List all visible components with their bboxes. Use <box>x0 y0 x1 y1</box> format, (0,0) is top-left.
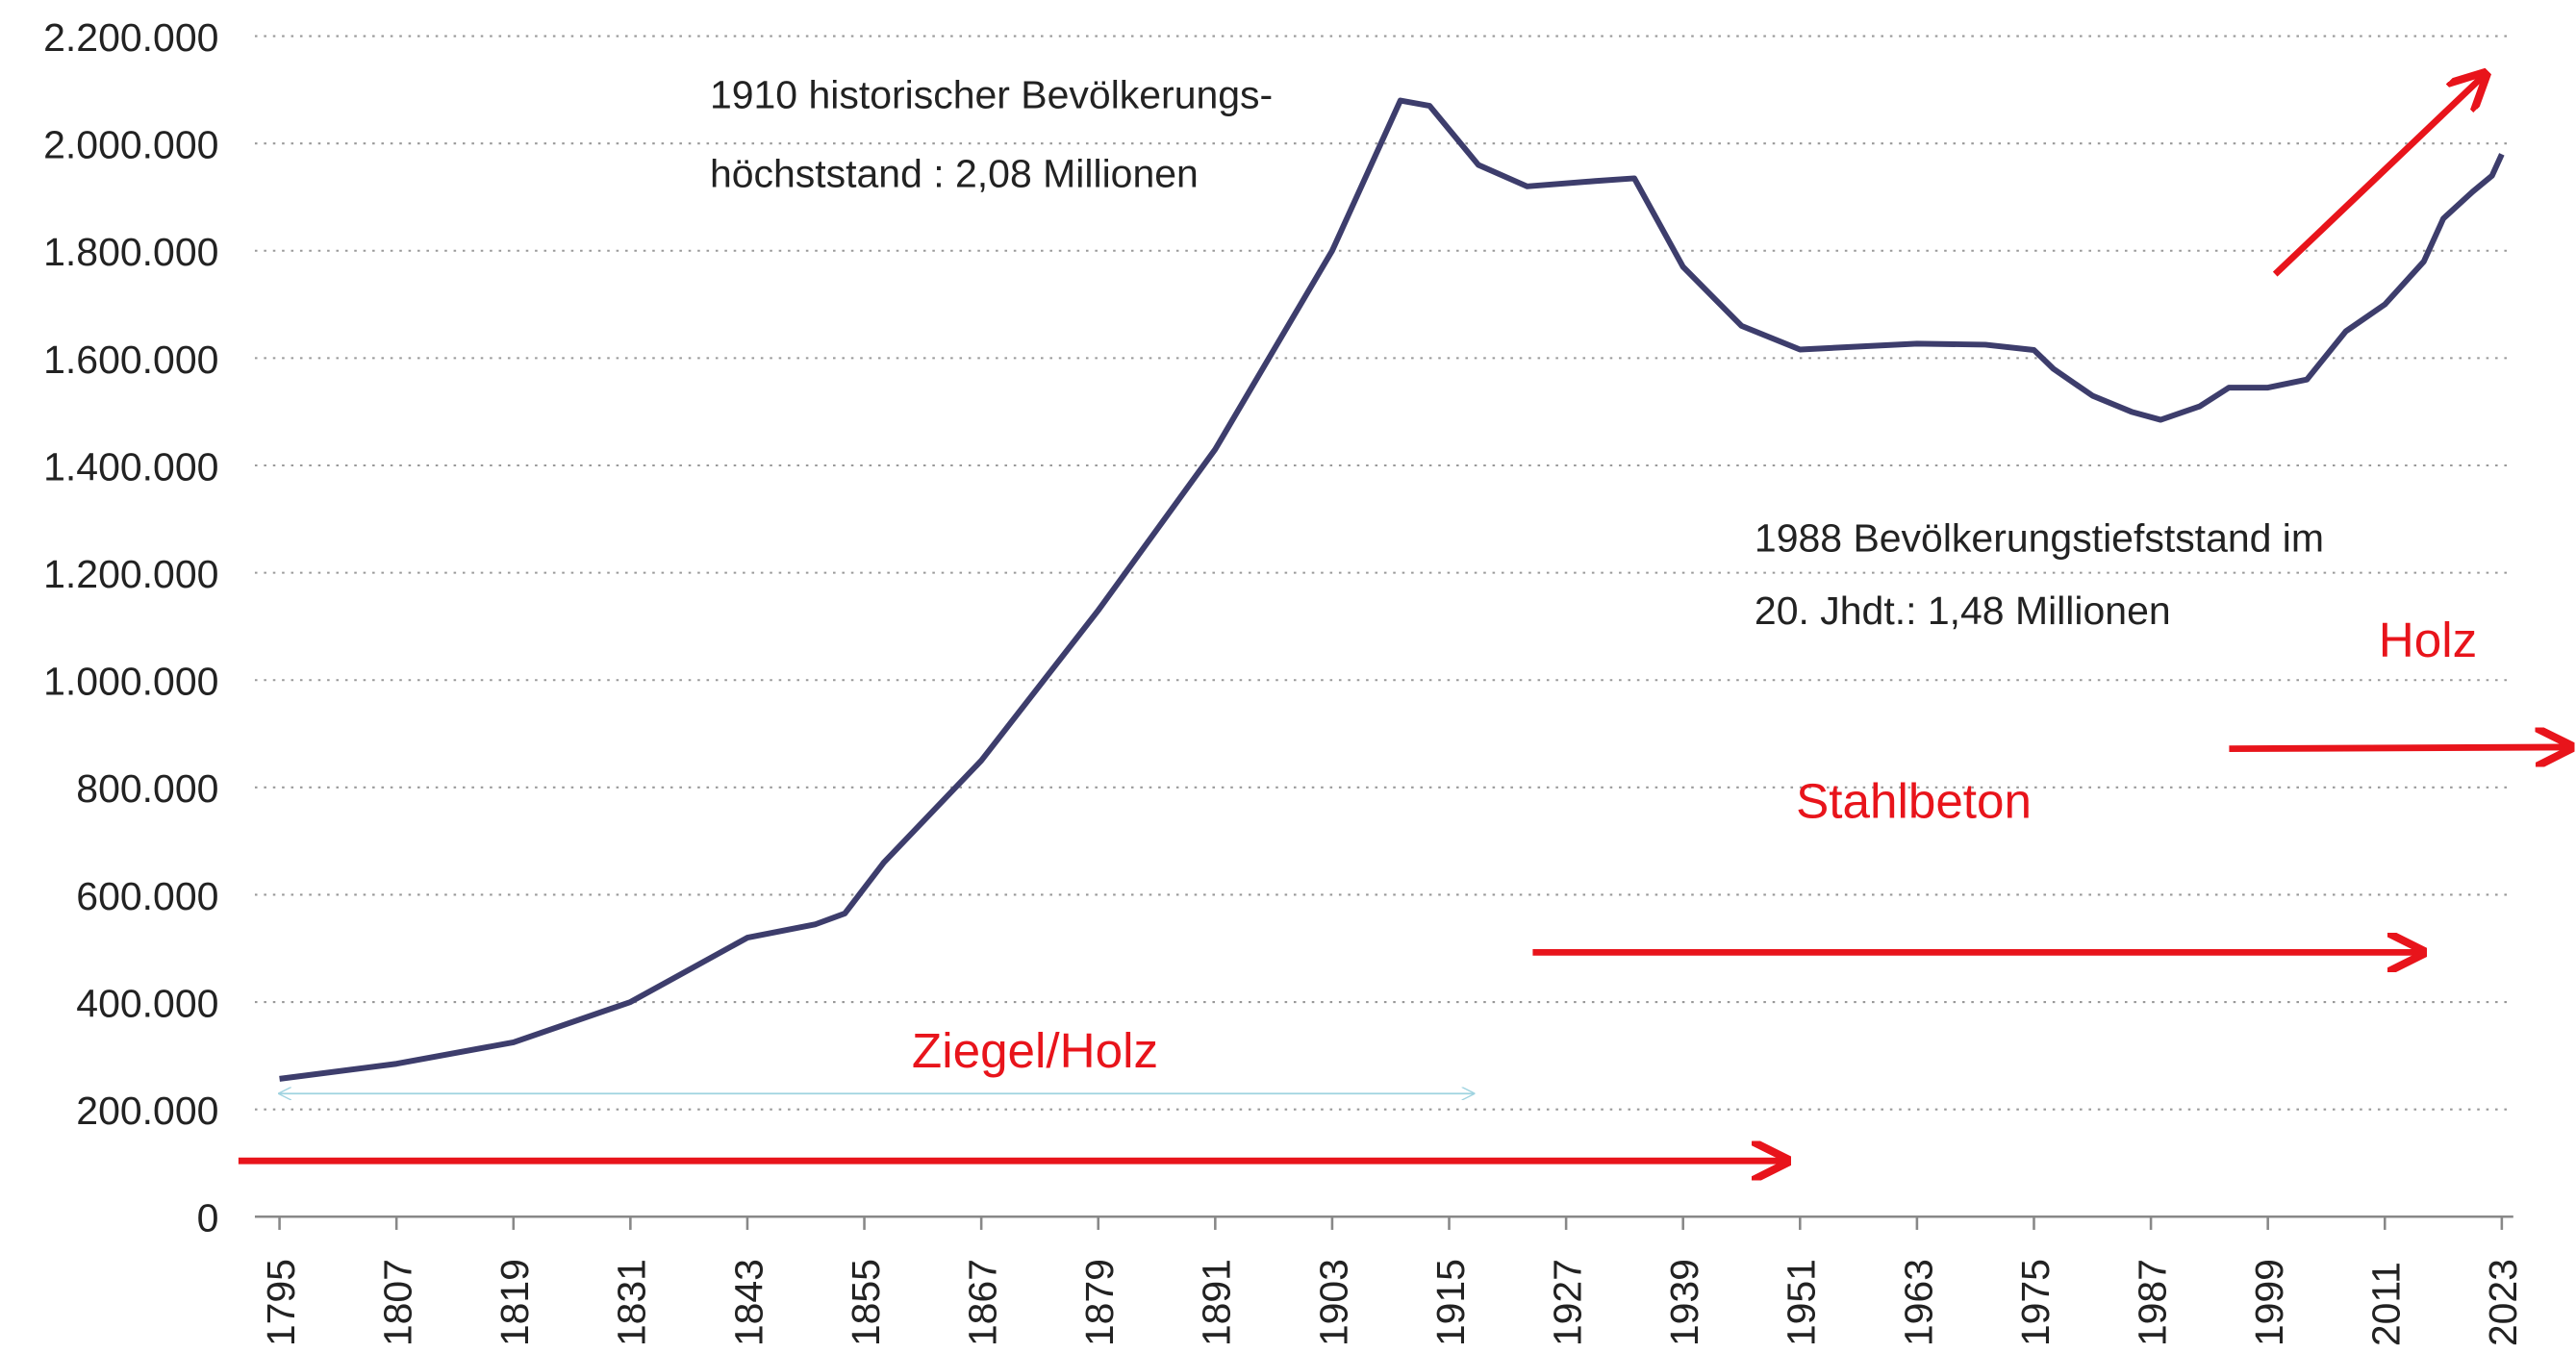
y-tick-label: 1.000.000 <box>43 660 218 704</box>
y-tick-label: 1.800.000 <box>43 230 218 274</box>
x-tick-label: 2011 <box>2364 1262 2409 1346</box>
material-label: Ziegel/Holz <box>912 1023 1158 1078</box>
annotation: 1988 Bevölkerungstiefststand im <box>1755 516 2324 561</box>
y-tick-label: 600.000 <box>76 874 218 918</box>
x-tick-label: 1987 <box>2130 1259 2174 1346</box>
x-tick-label: 1795 <box>259 1259 303 1346</box>
x-tick-label: 1999 <box>2247 1259 2291 1346</box>
x-tick-label: 1915 <box>1428 1259 1473 1346</box>
y-tick-label: 1.200.000 <box>43 552 218 596</box>
y-tick-label: 200.000 <box>76 1089 218 1133</box>
x-tick-label: 1951 <box>1780 1259 1824 1346</box>
y-tick-label: 2.000.000 <box>43 123 218 167</box>
x-tick-label: 1903 <box>1311 1259 1355 1346</box>
x-tick-label: 1963 <box>1896 1259 1940 1346</box>
x-tick-label: 1855 <box>844 1259 888 1346</box>
x-tick-label: 1891 <box>1195 1259 1239 1346</box>
x-tick-label: 2023 <box>2481 1259 2525 1346</box>
x-tick-label: 1939 <box>1662 1259 1706 1346</box>
annotation: höchststand : 2,08 Millionen <box>710 152 1199 196</box>
x-tick-label: 1807 <box>376 1259 420 1346</box>
y-tick-label: 400.000 <box>76 981 218 1025</box>
arrow <box>2272 74 2486 277</box>
arrow <box>2229 747 2570 749</box>
x-tick-label: 1867 <box>961 1259 1005 1346</box>
y-tick-label: 1.400.000 <box>43 444 218 489</box>
population-line <box>279 97 2505 1082</box>
annotation: 1910 historischer Bevölkerungs- <box>710 73 1273 117</box>
material-label: Holz <box>2379 613 2477 667</box>
x-tick-label: 1831 <box>610 1259 654 1346</box>
y-tick-label: 1.600.000 <box>43 338 218 382</box>
x-tick-label: 1927 <box>1545 1259 1589 1346</box>
x-tick-label: 1843 <box>726 1259 770 1346</box>
grid <box>254 35 2513 1230</box>
x-tick-label: 1975 <box>2013 1259 2058 1346</box>
x-tick-label: 1879 <box>1077 1259 1122 1346</box>
y-tick-label: 2.200.000 <box>43 15 218 60</box>
material-label: Stahlbeton <box>1796 773 2032 828</box>
annotation: 20. Jhdt.: 1,48 Millionen <box>1755 589 2171 633</box>
x-tick-label: 1819 <box>492 1259 537 1346</box>
y-tick-label: 800.000 <box>76 766 218 811</box>
y-tick-label: 0 <box>197 1196 219 1240</box>
